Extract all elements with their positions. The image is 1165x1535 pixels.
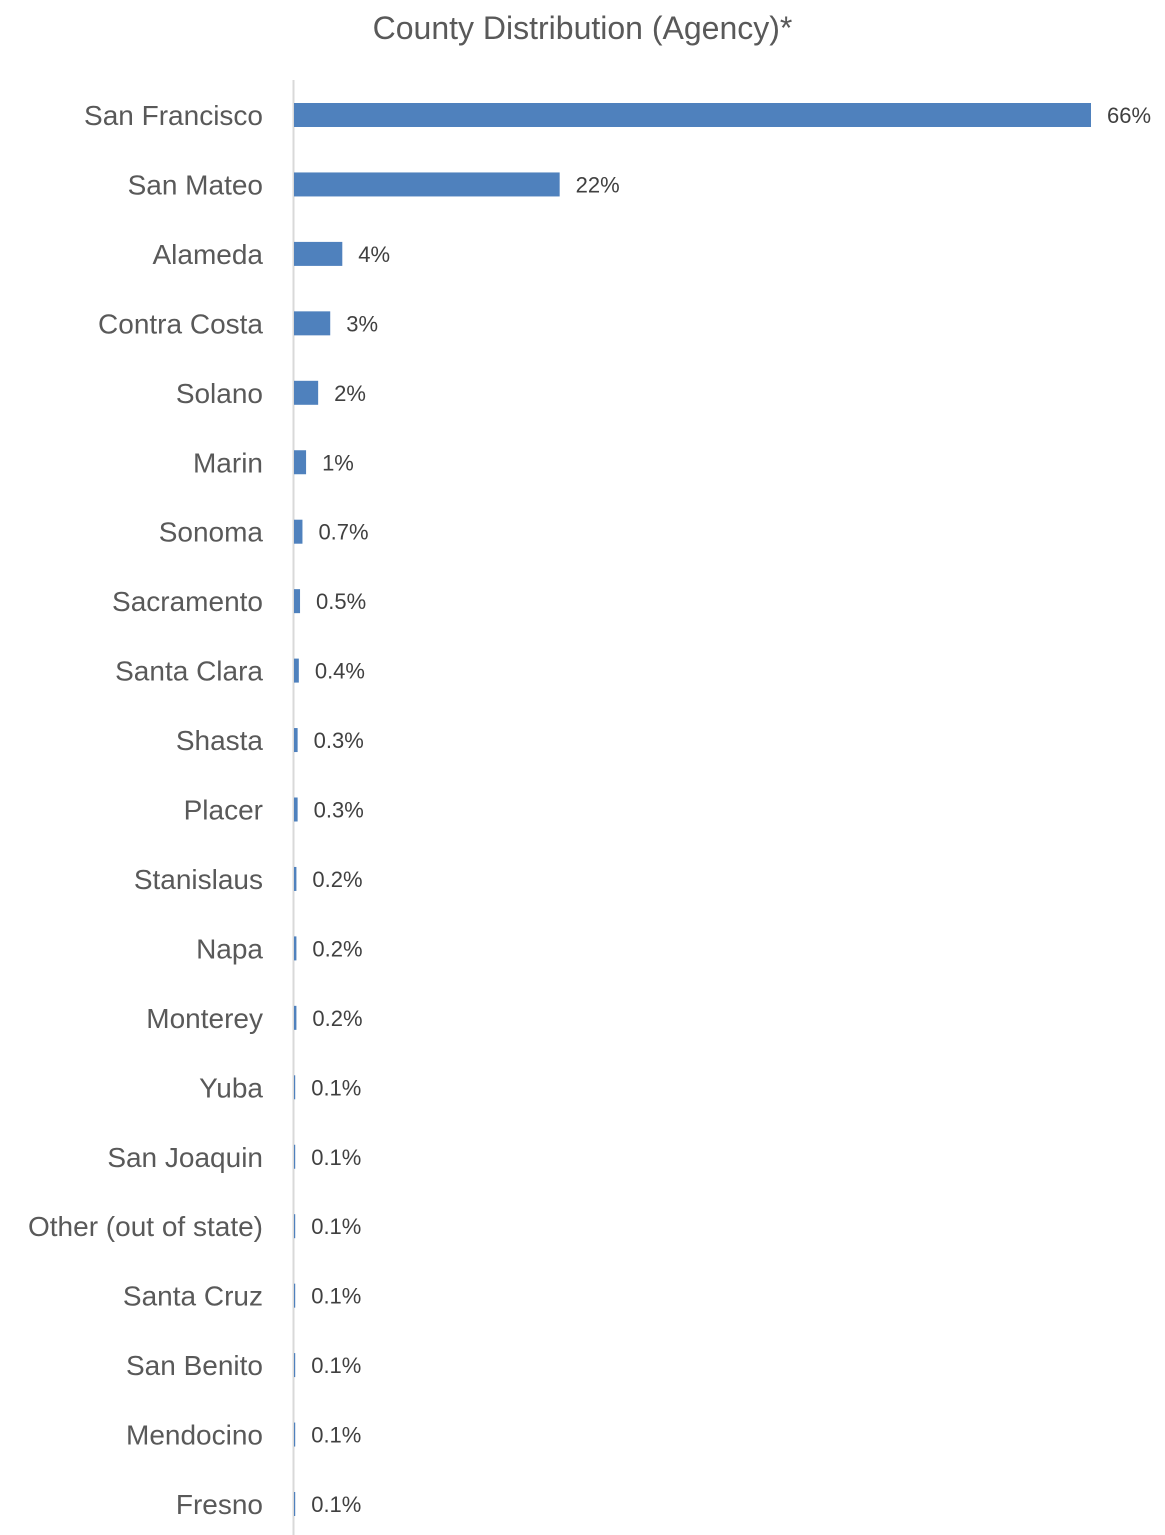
bar	[294, 1283, 296, 1308]
data-label: 0.2%	[312, 1006, 362, 1031]
category-label: Other (out of state)	[28, 1211, 263, 1242]
data-label: 0.1%	[311, 1492, 361, 1517]
bar	[294, 797, 298, 822]
category-label: Mendocino	[126, 1420, 263, 1451]
bar	[294, 380, 319, 405]
data-label: 2%	[334, 381, 366, 406]
bar	[294, 450, 307, 475]
bar	[294, 1492, 296, 1516]
category-label: San Joaquin	[107, 1142, 263, 1173]
bar	[294, 241, 343, 266]
category-label: Shasta	[176, 725, 264, 756]
bar	[294, 658, 299, 683]
category-label: Santa Cruz	[123, 1281, 263, 1312]
bar	[294, 589, 301, 614]
data-label: 1%	[322, 450, 354, 475]
data-label: 0.2%	[312, 867, 362, 892]
category-label: Fresno	[176, 1489, 263, 1520]
category-label: Placer	[184, 795, 263, 826]
bar	[294, 1214, 296, 1239]
data-label: 4%	[358, 242, 390, 267]
data-label: 0.1%	[311, 1075, 361, 1100]
bar	[294, 103, 1091, 127]
bar	[294, 1422, 296, 1447]
data-label: 3%	[346, 311, 378, 336]
category-label: San Francisco	[84, 100, 263, 131]
data-label: 0.5%	[316, 589, 366, 614]
bar	[294, 172, 560, 197]
bars-layer: San Francisco 66% San Mateo 22% Alameda 4% Con…	[28, 100, 1151, 1520]
chart-title: County Distribution (Agency)*	[372, 10, 793, 46]
bar	[294, 311, 331, 336]
category-label: Sacramento	[112, 586, 263, 617]
data-label: 22%	[576, 172, 620, 197]
category-label: Sonoma	[159, 517, 264, 548]
data-label: 0.3%	[314, 798, 364, 823]
data-label: 0.3%	[314, 728, 364, 753]
bar	[294, 519, 303, 544]
category-label: Santa Clara	[115, 656, 263, 687]
bar	[294, 1005, 297, 1030]
bar	[294, 728, 298, 753]
bar	[294, 1075, 296, 1100]
bar	[294, 866, 297, 891]
category-label: Alameda	[152, 239, 263, 270]
category-label: Yuba	[199, 1072, 263, 1103]
data-label: 0.4%	[315, 659, 365, 684]
data-label: 0.7%	[318, 520, 368, 545]
category-label: Monterey	[146, 1003, 263, 1034]
category-label: San Benito	[126, 1350, 263, 1381]
category-label: Solano	[176, 378, 263, 409]
bar	[294, 936, 297, 961]
data-label: 0.1%	[311, 1284, 361, 1309]
category-label: Napa	[196, 933, 263, 964]
category-label: Stanislaus	[134, 864, 263, 895]
bar	[294, 1353, 296, 1378]
data-label: 0.1%	[311, 1145, 361, 1170]
category-label: Marin	[193, 447, 263, 478]
category-label: Contra Costa	[98, 308, 263, 339]
data-label: 66%	[1107, 103, 1151, 128]
bar	[294, 1144, 296, 1169]
category-label: San Mateo	[128, 169, 263, 200]
data-label: 0.2%	[312, 936, 362, 961]
data-label: 0.1%	[311, 1423, 361, 1448]
data-label: 0.1%	[311, 1353, 361, 1378]
data-label: 0.1%	[311, 1214, 361, 1239]
